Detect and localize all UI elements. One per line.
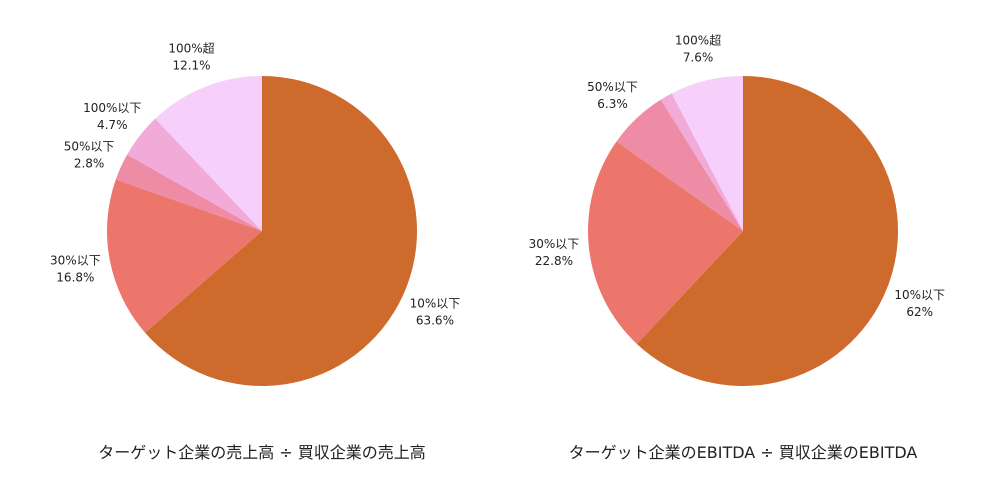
pie-slice-100pct-or-less (660, 93, 743, 231)
slice-category-label: 100%超 (675, 32, 721, 47)
slice-value-label: 22.8% (535, 254, 573, 268)
slice-value-label: 7.6% (683, 50, 714, 64)
slice-value-label: 16.8% (56, 271, 94, 285)
pie-slice-10pct-or-less (636, 76, 899, 386)
pie-slice-10pct-or-less (145, 76, 417, 387)
pie-slice-100pct-over (671, 76, 743, 231)
chart-title: ターゲット企業のEBITDA ÷ 買収企業のEBITDA (569, 443, 918, 462)
slice-category-label: 30%以下 (50, 254, 101, 268)
pie-slice-30pct-or-less (107, 179, 263, 333)
slice-value-label: 63.6% (416, 314, 454, 328)
pie-slice-100pct-over (155, 76, 262, 231)
slice-value-label: 2.8% (74, 156, 105, 170)
pie-slice-50pct-or-less (115, 154, 263, 231)
slice-category-label: 50%以下 (587, 80, 638, 94)
slice-category-label: 100%以下 (83, 101, 141, 115)
slice-value-label: 12.1% (172, 59, 210, 73)
slice-value-label: 6.3% (597, 97, 628, 111)
slice-category-label: 30%以下 (529, 237, 580, 251)
pie-slice-50pct-or-less (616, 99, 743, 231)
slice-category-label: 10%以下 (894, 288, 945, 302)
slice-value-label: 62% (906, 305, 933, 319)
slice-category-label: 50%以下 (64, 139, 115, 153)
pie-slice-100pct-or-less (127, 118, 262, 231)
ebitda-ratio-pie-chart: 10%以下 62% 30%以下 22.8% 50%以下 6.3% 100%超 7.6% ターゲ… (529, 32, 945, 462)
chart-title: ターゲット企業の売上高 ÷ 買収企業の売上高 (98, 443, 426, 462)
sales-ratio-pie-chart: 10%以下 63.6% 30%以下 16.8% 50%以下 2.8% 100%以下 4.7% 1… (50, 41, 460, 462)
slice-category-label: 10%以下 (410, 297, 461, 311)
slice-value-label: 4.7% (97, 118, 128, 132)
slice-category-label: 100%超 (168, 41, 214, 56)
pie-slice-30pct-or-less (588, 141, 743, 344)
